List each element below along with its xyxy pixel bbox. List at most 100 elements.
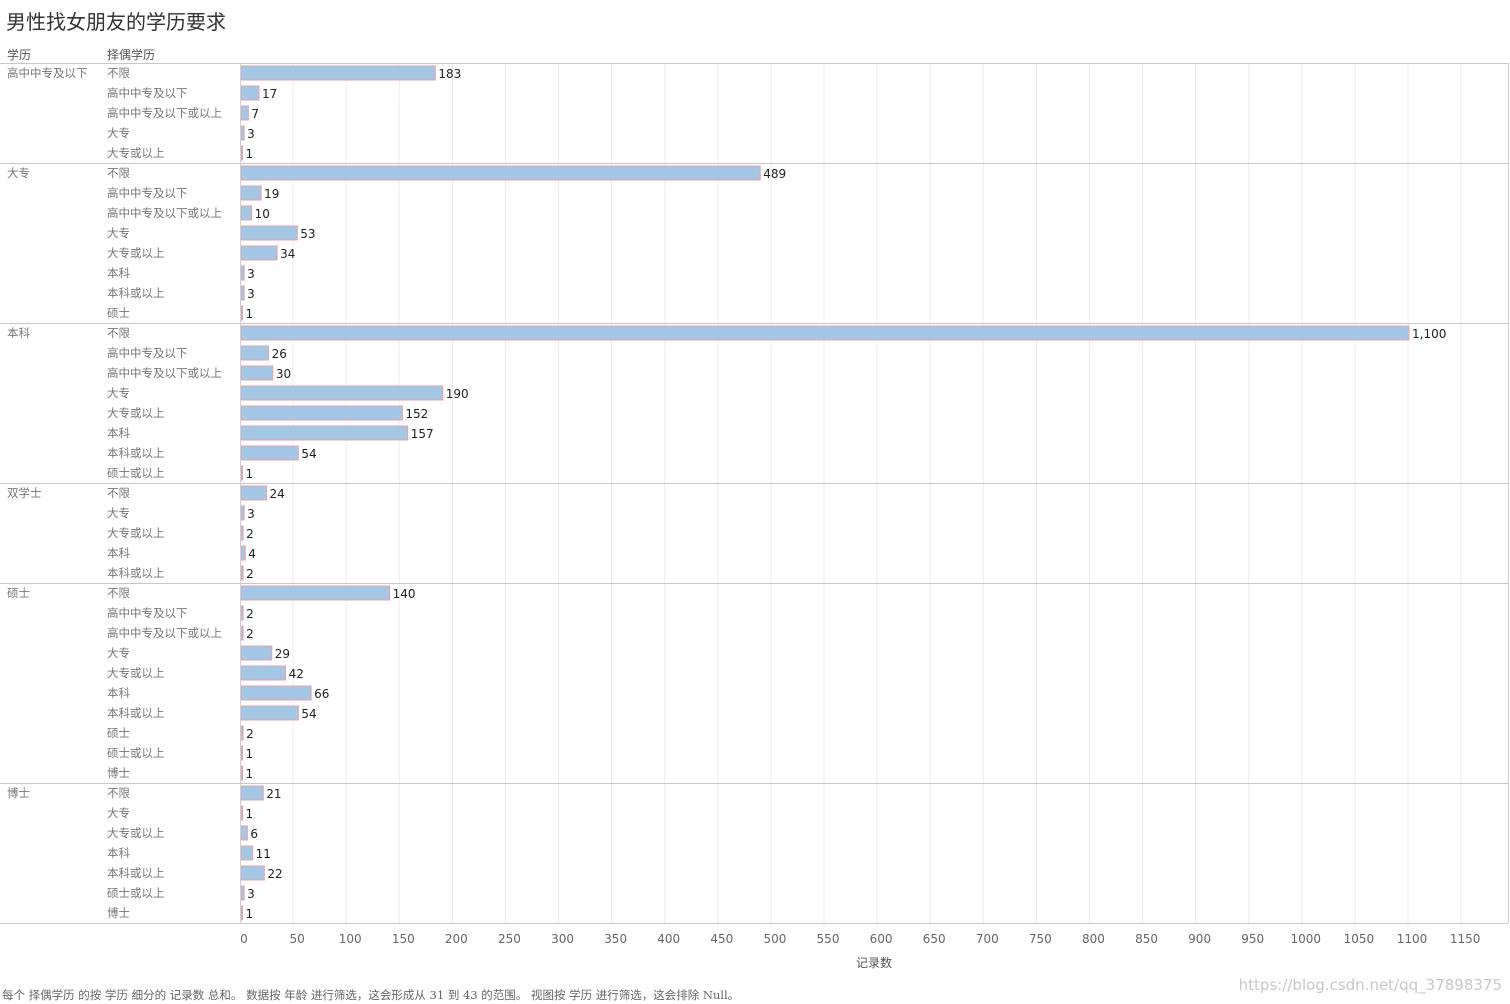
bar[interactable] (240, 185, 262, 201)
bar[interactable] (240, 285, 245, 301)
row-label: 高中中专及以下或以上 (107, 106, 222, 120)
x-tick-label: 1150 (1450, 932, 1481, 946)
bar[interactable] (240, 225, 298, 241)
x-tick-label: 450 (710, 932, 733, 946)
row-label: 本科 (107, 546, 130, 560)
bar[interactable] (240, 705, 299, 721)
row-label: 大专 (107, 126, 130, 140)
x-tick-label: 400 (657, 932, 680, 946)
bar[interactable] (240, 865, 265, 881)
x-tick-label: 250 (498, 932, 521, 946)
x-tick-label: 950 (1241, 932, 1264, 946)
bar[interactable] (240, 845, 254, 861)
x-tick-label: 200 (445, 932, 468, 946)
row-label: 硕士或以上 (107, 886, 165, 900)
value-label: 30 (276, 367, 291, 381)
value-label: 2 (246, 567, 254, 581)
row-label: 本科 (107, 426, 130, 440)
row-label: 大专 (107, 386, 130, 400)
value-label: 3 (247, 287, 255, 301)
bar[interactable] (240, 545, 246, 561)
bar[interactable] (240, 785, 264, 801)
value-label: 489 (763, 167, 786, 181)
bar[interactable] (240, 625, 244, 641)
bar[interactable] (240, 125, 245, 141)
bar[interactable] (240, 505, 245, 521)
bar[interactable] (240, 165, 761, 181)
row-label: 不限 (107, 486, 130, 500)
row-label: 本科或以上 (107, 706, 165, 720)
bar[interactable] (240, 365, 274, 381)
row-label: 硕士 (107, 726, 130, 740)
bar[interactable] (240, 805, 243, 821)
bar[interactable] (240, 385, 444, 401)
bar[interactable] (240, 425, 409, 441)
column-header-spouse-education[interactable]: 择偶学历 (107, 48, 156, 62)
bar[interactable] (240, 85, 260, 101)
bar[interactable] (240, 745, 243, 761)
value-label: 54 (301, 447, 316, 461)
bar[interactable] (240, 905, 243, 921)
group-label: 大专 (7, 166, 30, 180)
bar[interactable] (240, 605, 244, 621)
bar[interactable] (240, 765, 243, 781)
value-label: 11 (256, 847, 271, 861)
bar[interactable] (240, 465, 243, 481)
value-label: 183 (438, 67, 461, 81)
row-label: 不限 (107, 586, 130, 600)
bar[interactable] (240, 565, 244, 581)
group-label: 本科 (7, 326, 30, 340)
row-label: 本科 (107, 266, 130, 280)
bar[interactable] (240, 325, 1410, 341)
watermark: https://blog.csdn.net/qq_37898375 (1238, 976, 1502, 994)
value-label: 6 (250, 827, 258, 841)
value-label: 2 (246, 607, 254, 621)
x-tick-label: 550 (817, 932, 840, 946)
row-label: 硕士或以上 (107, 466, 165, 480)
x-tick-label: 300 (551, 932, 574, 946)
bar[interactable] (240, 65, 436, 81)
bar[interactable] (240, 585, 391, 601)
row-label: 大专 (107, 806, 130, 820)
x-tick-label: 100 (339, 932, 362, 946)
column-header-education[interactable]: 学历 (7, 48, 32, 62)
row-label: 高中中专及以下 (107, 606, 188, 620)
bar[interactable] (240, 725, 244, 741)
bar[interactable] (240, 485, 267, 501)
row-label: 硕士 (107, 306, 130, 320)
value-label: 140 (393, 587, 416, 601)
bar[interactable] (240, 685, 312, 701)
bar[interactable] (240, 305, 243, 321)
bar[interactable] (240, 345, 270, 361)
value-label: 3 (247, 127, 255, 141)
x-tick-label: 600 (870, 932, 893, 946)
bar[interactable] (240, 885, 245, 901)
value-label: 24 (269, 487, 284, 501)
bar[interactable] (240, 445, 299, 461)
value-label: 66 (314, 687, 329, 701)
value-label: 1,100 (1412, 327, 1446, 341)
bar[interactable] (240, 525, 244, 541)
bar[interactable] (240, 145, 243, 161)
bar[interactable] (240, 645, 273, 661)
row-label: 本科或以上 (107, 446, 165, 460)
bar[interactable] (240, 105, 249, 121)
group-label: 高中中专及以下 (7, 66, 88, 80)
row-label: 高中中专及以下 (107, 186, 188, 200)
bar[interactable] (240, 825, 248, 841)
bar[interactable] (240, 205, 253, 221)
value-label: 2 (246, 727, 254, 741)
bar[interactable] (240, 665, 287, 681)
value-label: 54 (301, 707, 316, 721)
value-label: 34 (280, 247, 295, 261)
row-label: 本科或以上 (107, 866, 165, 880)
row-label: 不限 (107, 166, 130, 180)
value-label: 21 (266, 787, 281, 801)
row-label: 高中中专及以下 (107, 86, 188, 100)
row-label: 高中中专及以下或以上 (107, 366, 222, 380)
row-label: 大专或以上 (107, 826, 165, 840)
bar[interactable] (240, 245, 278, 261)
bar[interactable] (240, 265, 245, 281)
row-label: 本科 (107, 846, 130, 860)
bar[interactable] (240, 405, 403, 421)
